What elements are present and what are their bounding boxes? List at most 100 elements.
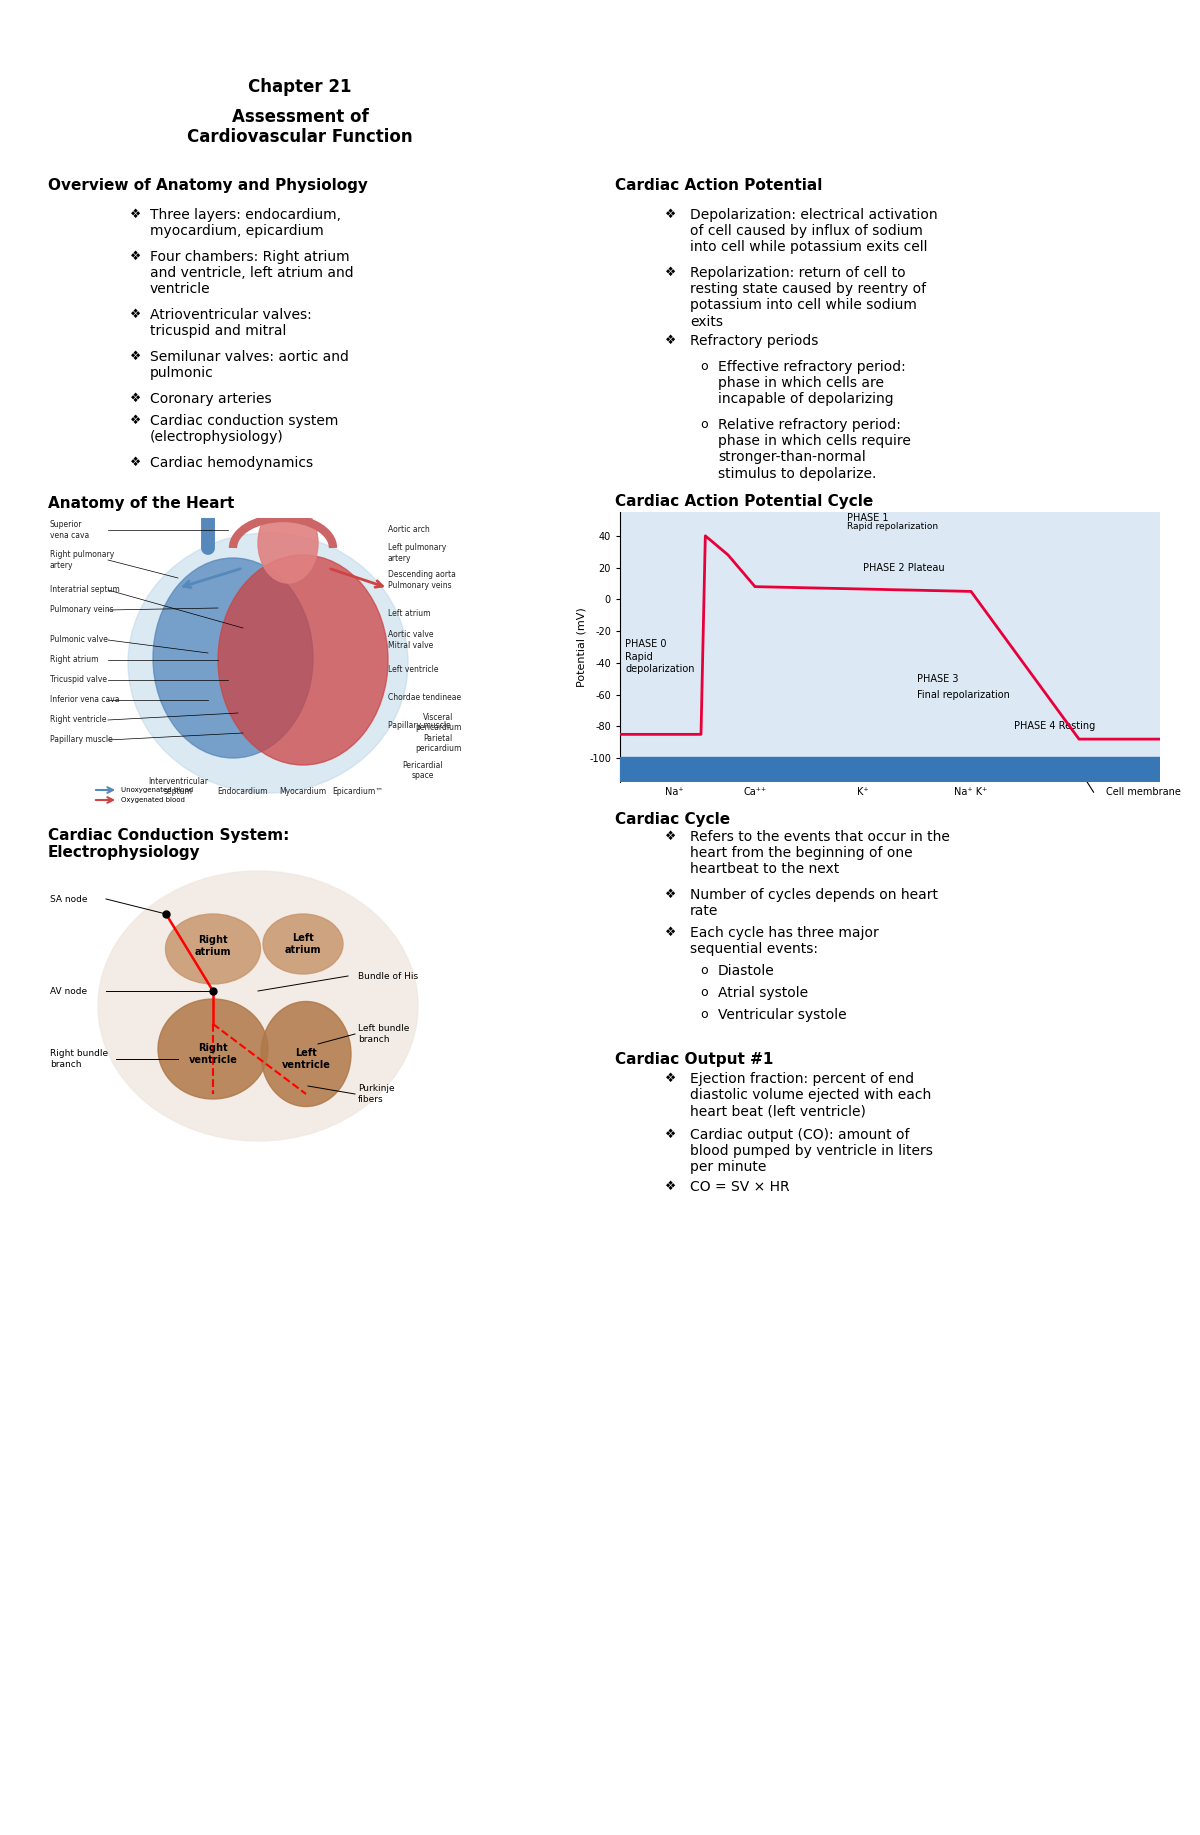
Text: Rapid repolarization: Rapid repolarization xyxy=(847,523,938,530)
Text: ❖: ❖ xyxy=(665,829,677,842)
Text: Ventricular systole: Ventricular systole xyxy=(718,1007,847,1022)
Text: o: o xyxy=(700,1007,708,1020)
Text: K⁺: K⁺ xyxy=(857,787,869,796)
Text: Cardiac Conduction System:
Electrophysiology: Cardiac Conduction System: Electrophysio… xyxy=(48,828,289,861)
Text: SA node: SA node xyxy=(50,894,88,903)
Ellipse shape xyxy=(154,558,313,758)
Text: Right bundle
branch: Right bundle branch xyxy=(50,1050,108,1068)
Ellipse shape xyxy=(218,554,388,765)
Text: Left
ventricle: Left ventricle xyxy=(282,1048,330,1070)
Text: Number of cycles depends on heart
rate: Number of cycles depends on heart rate xyxy=(690,888,938,918)
Text: Each cycle has three major
sequential events:: Each cycle has three major sequential ev… xyxy=(690,927,878,956)
Text: ❖: ❖ xyxy=(130,207,142,220)
Text: Tricuspid valve: Tricuspid valve xyxy=(50,675,107,684)
Text: depolarization: depolarization xyxy=(625,664,695,673)
Text: Na⁺ K⁺: Na⁺ K⁺ xyxy=(954,787,988,796)
Text: Descending aorta
Pulmonary veins: Descending aorta Pulmonary veins xyxy=(388,571,456,589)
Text: o: o xyxy=(700,985,708,998)
Text: ❖: ❖ xyxy=(130,250,142,262)
Text: Final repolarization: Final repolarization xyxy=(917,690,1010,699)
Text: Inferior vena cava: Inferior vena cava xyxy=(50,695,120,705)
Text: Diastole: Diastole xyxy=(718,963,775,978)
Text: Atrioventricular valves:
tricuspid and mitral: Atrioventricular valves: tricuspid and m… xyxy=(150,308,312,338)
Text: Right pulmonary
artery: Right pulmonary artery xyxy=(50,550,114,569)
Text: ❖: ❖ xyxy=(665,888,677,901)
Text: ❖: ❖ xyxy=(665,927,677,940)
Text: Left pulmonary
artery: Left pulmonary artery xyxy=(388,543,446,563)
Text: Aortic arch: Aortic arch xyxy=(388,525,430,534)
Text: Bundle of His: Bundle of His xyxy=(358,971,418,980)
Text: Four chambers: Right atrium
and ventricle, left atrium and
ventricle: Four chambers: Right atrium and ventricl… xyxy=(150,250,354,297)
Text: Superior
vena cava: Superior vena cava xyxy=(50,521,89,539)
Text: Atrial systole: Atrial systole xyxy=(718,985,808,1000)
Ellipse shape xyxy=(158,998,268,1099)
Text: Left atrium: Left atrium xyxy=(388,609,431,618)
Text: Purkinje
fibers: Purkinje fibers xyxy=(358,1084,395,1103)
Text: Cardiovascular Function: Cardiovascular Function xyxy=(187,128,413,147)
Ellipse shape xyxy=(98,872,418,1141)
Text: o: o xyxy=(700,963,708,976)
Text: Anatomy of the Heart: Anatomy of the Heart xyxy=(48,495,234,510)
Text: PHASE 0: PHASE 0 xyxy=(625,639,667,650)
Text: ❖: ❖ xyxy=(665,1129,677,1141)
Ellipse shape xyxy=(262,1002,352,1107)
Text: Right ventricle: Right ventricle xyxy=(50,716,107,725)
FancyArrowPatch shape xyxy=(331,569,383,587)
Text: Left ventricle: Left ventricle xyxy=(388,666,438,675)
Ellipse shape xyxy=(258,503,318,584)
Text: Papillary muscle: Papillary muscle xyxy=(50,736,113,745)
Text: Cardiac conduction system
(electrophysiology): Cardiac conduction system (electrophysio… xyxy=(150,415,338,444)
Ellipse shape xyxy=(166,914,260,984)
Text: PHASE 2 Plateau: PHASE 2 Plateau xyxy=(863,563,944,573)
Text: Interatrial septum: Interatrial septum xyxy=(50,585,120,595)
Text: Pericardial
space: Pericardial space xyxy=(403,760,443,780)
Text: Ejection fraction: percent of end
diastolic volume ejected with each
heart beat : Ejection fraction: percent of end diasto… xyxy=(690,1072,931,1118)
Text: Interventricular
septum: Interventricular septum xyxy=(148,776,208,796)
Ellipse shape xyxy=(128,532,408,793)
Text: Cardiac Action Potential: Cardiac Action Potential xyxy=(616,178,822,193)
Text: Repolarization: return of cell to
resting state caused by reentry of
potassium i: Repolarization: return of cell to restin… xyxy=(690,266,926,328)
Text: PHASE 4 Resting: PHASE 4 Resting xyxy=(1014,721,1096,732)
Text: Pulmonary veins: Pulmonary veins xyxy=(50,606,114,615)
Text: Chordae tendineae: Chordae tendineae xyxy=(388,694,461,703)
Text: ❖: ❖ xyxy=(130,393,142,406)
Text: Relative refractory period:
phase in which cells require
stronger-than-normal
st: Relative refractory period: phase in whi… xyxy=(718,418,911,481)
Text: Assessment of: Assessment of xyxy=(232,108,368,127)
Text: Chapter 21: Chapter 21 xyxy=(248,79,352,95)
Text: Cardiac hemodynamics: Cardiac hemodynamics xyxy=(150,457,313,470)
Text: ❖: ❖ xyxy=(130,308,142,321)
Text: Rapid: Rapid xyxy=(625,651,653,662)
Bar xyxy=(620,756,1160,782)
Text: Unoxygenated blood: Unoxygenated blood xyxy=(121,787,193,793)
Text: Depolarization: electrical activation
of cell caused by influx of sodium
into ce: Depolarization: electrical activation of… xyxy=(690,207,937,255)
Text: Myocardium: Myocardium xyxy=(280,787,326,796)
FancyArrowPatch shape xyxy=(184,569,240,587)
Text: Cardiac Action Potential Cycle: Cardiac Action Potential Cycle xyxy=(616,494,874,508)
Text: ❖: ❖ xyxy=(665,266,677,279)
Text: ❖: ❖ xyxy=(665,1072,677,1084)
Text: ❖: ❖ xyxy=(665,334,677,347)
Text: PHASE 3: PHASE 3 xyxy=(917,673,959,684)
Text: Left
atrium: Left atrium xyxy=(284,934,322,954)
Text: ❖: ❖ xyxy=(665,1180,677,1193)
Text: ❖: ❖ xyxy=(130,415,142,428)
Text: CO = SV × HR: CO = SV × HR xyxy=(690,1180,790,1195)
Text: Oxygenated blood: Oxygenated blood xyxy=(121,796,185,804)
Text: o: o xyxy=(700,418,708,431)
Y-axis label: Potential (mV): Potential (mV) xyxy=(576,607,587,686)
Text: Refers to the events that occur in the
heart from the beginning of one
heartbeat: Refers to the events that occur in the h… xyxy=(690,829,950,877)
Text: Pulmonic valve: Pulmonic valve xyxy=(50,635,108,644)
Text: Coronary arteries: Coronary arteries xyxy=(150,393,271,406)
Text: Semilunar valves: aortic and
pulmonic: Semilunar valves: aortic and pulmonic xyxy=(150,350,349,380)
Text: Na⁺: Na⁺ xyxy=(665,787,683,796)
Text: Papillary muscle: Papillary muscle xyxy=(388,721,451,730)
Text: Overview of Anatomy and Physiology: Overview of Anatomy and Physiology xyxy=(48,178,368,193)
Text: Left bundle
branch: Left bundle branch xyxy=(358,1024,409,1044)
Text: Cardiac Cycle: Cardiac Cycle xyxy=(616,813,730,828)
Text: ❖: ❖ xyxy=(130,457,142,470)
Text: PHASE 1: PHASE 1 xyxy=(847,514,888,523)
Text: Effective refractory period:
phase in which cells are
incapable of depolarizing: Effective refractory period: phase in wh… xyxy=(718,360,906,406)
Text: Three layers: endocardium,
myocardium, epicardium: Three layers: endocardium, myocardium, e… xyxy=(150,207,341,239)
Text: AV node: AV node xyxy=(50,987,88,996)
Text: Endocardium: Endocardium xyxy=(217,787,269,796)
